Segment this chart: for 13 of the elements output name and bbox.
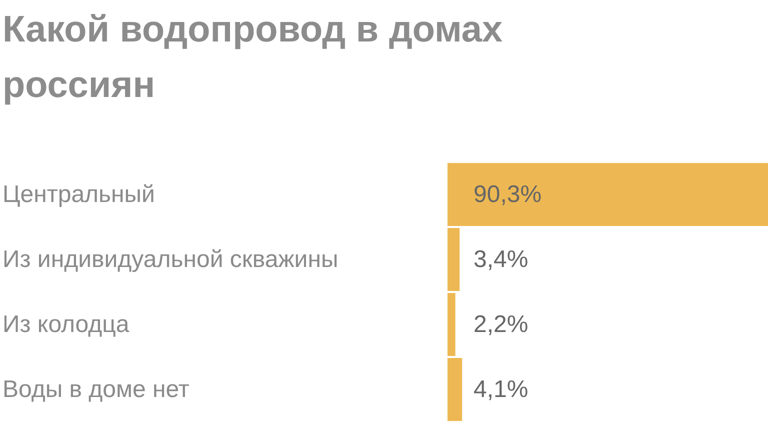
bar [448,228,460,292]
y-tick-label: Из индивидуальной скважины [2,246,338,273]
y-tick-label: Воды в доме нет [2,376,190,403]
bar [448,162,768,226]
y-tick-label: Центральный [2,181,155,208]
data-label: 2,2% [474,311,528,338]
data-label: 90,3% [474,181,542,208]
bar [448,358,462,422]
bar [448,292,456,356]
chart-title: Какой водопровод в домах россиян [2,8,503,105]
data-label: 4,1% [474,376,528,403]
data-label: 3,4% [474,246,528,273]
y-tick-label: Из колодца [2,311,130,338]
